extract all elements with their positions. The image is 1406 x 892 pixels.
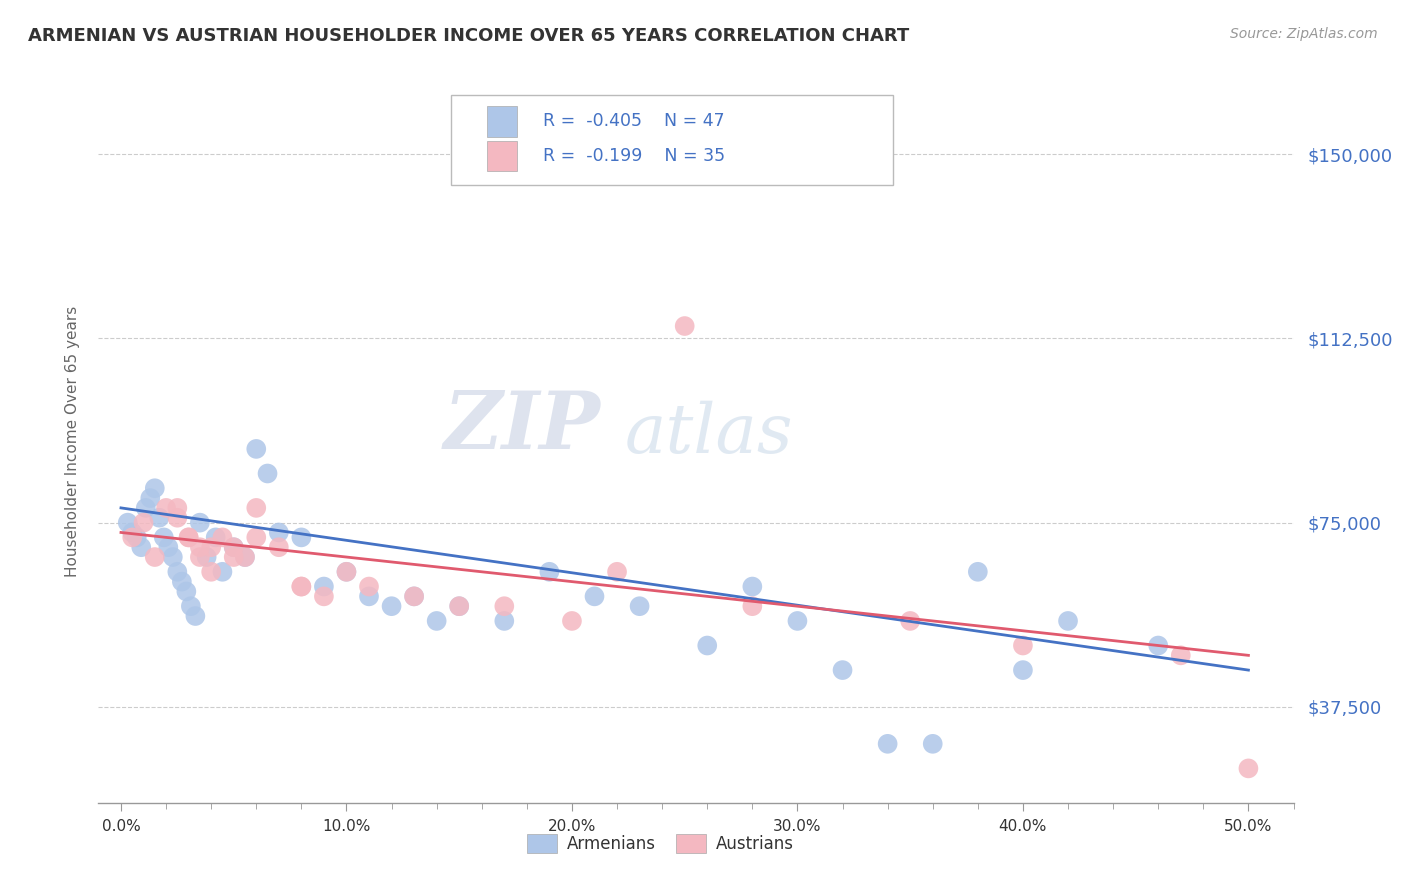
Point — [135, 500, 157, 515]
Point — [188, 516, 211, 530]
Point — [290, 580, 312, 594]
Point — [335, 565, 357, 579]
Point — [139, 491, 162, 505]
Point — [290, 580, 312, 594]
FancyBboxPatch shape — [486, 141, 517, 171]
Point — [233, 549, 256, 564]
Point — [267, 540, 290, 554]
Point — [741, 580, 763, 594]
Point — [143, 481, 166, 495]
Point — [786, 614, 808, 628]
Point — [121, 530, 143, 544]
Text: Source: ZipAtlas.com: Source: ZipAtlas.com — [1230, 27, 1378, 41]
Point — [125, 530, 148, 544]
Point — [404, 590, 426, 604]
Point — [204, 530, 226, 544]
Point — [177, 530, 200, 544]
Point — [628, 599, 651, 614]
Point — [188, 549, 211, 564]
Point — [1012, 663, 1035, 677]
Point — [606, 565, 628, 579]
Point — [449, 599, 471, 614]
Point — [449, 599, 471, 614]
Point — [831, 663, 853, 677]
FancyBboxPatch shape — [451, 95, 893, 185]
Point — [222, 540, 245, 554]
Point — [170, 574, 193, 589]
Point — [184, 609, 207, 624]
Point — [1147, 639, 1170, 653]
Point — [245, 500, 267, 515]
Point — [494, 614, 516, 628]
Point — [1237, 761, 1260, 775]
Point — [1170, 648, 1192, 663]
Point — [162, 549, 184, 564]
FancyBboxPatch shape — [486, 106, 517, 136]
Text: R =  -0.405    N = 47: R = -0.405 N = 47 — [543, 112, 724, 130]
Point — [121, 525, 143, 540]
Point — [129, 540, 152, 554]
Point — [245, 530, 267, 544]
Y-axis label: Householder Income Over 65 years: Householder Income Over 65 years — [65, 306, 80, 577]
Point — [148, 510, 170, 524]
Point — [696, 639, 718, 653]
Point — [180, 599, 202, 614]
Text: ARMENIAN VS AUSTRIAN HOUSEHOLDER INCOME OVER 65 YEARS CORRELATION CHART: ARMENIAN VS AUSTRIAN HOUSEHOLDER INCOME … — [28, 27, 910, 45]
Point — [166, 565, 188, 579]
Point — [380, 599, 402, 614]
Point — [335, 565, 357, 579]
Point — [876, 737, 898, 751]
Text: atlas: atlas — [624, 401, 793, 467]
Point — [211, 530, 233, 544]
Point — [561, 614, 583, 628]
Point — [233, 549, 256, 564]
Point — [117, 516, 139, 530]
Legend: Armenians, Austrians: Armenians, Austrians — [520, 827, 800, 860]
Point — [195, 549, 218, 564]
Point — [312, 580, 335, 594]
Point — [673, 319, 696, 334]
Point — [143, 549, 166, 564]
Point — [155, 500, 177, 515]
Point — [1057, 614, 1080, 628]
Text: R =  -0.199    N = 35: R = -0.199 N = 35 — [543, 147, 725, 165]
Point — [188, 540, 211, 554]
Point — [177, 530, 200, 544]
Point — [583, 590, 606, 604]
Point — [132, 516, 155, 530]
Point — [222, 549, 245, 564]
Point — [426, 614, 449, 628]
Point — [966, 565, 988, 579]
Point — [176, 584, 198, 599]
Point — [404, 590, 426, 604]
Point — [357, 590, 380, 604]
Point — [290, 530, 312, 544]
Point — [538, 565, 561, 579]
Point — [494, 599, 516, 614]
Point — [200, 565, 222, 579]
Point — [157, 540, 180, 554]
Point — [211, 565, 233, 579]
Point — [357, 580, 380, 594]
Point — [245, 442, 267, 456]
Point — [898, 614, 921, 628]
Point — [166, 500, 188, 515]
Point — [1012, 639, 1035, 653]
Point — [921, 737, 943, 751]
Point — [200, 540, 222, 554]
Point — [256, 467, 278, 481]
Point — [222, 540, 245, 554]
Point — [312, 590, 335, 604]
Point — [153, 530, 176, 544]
Point — [741, 599, 763, 614]
Point — [267, 525, 290, 540]
Text: ZIP: ZIP — [443, 388, 600, 466]
Point — [166, 510, 188, 524]
